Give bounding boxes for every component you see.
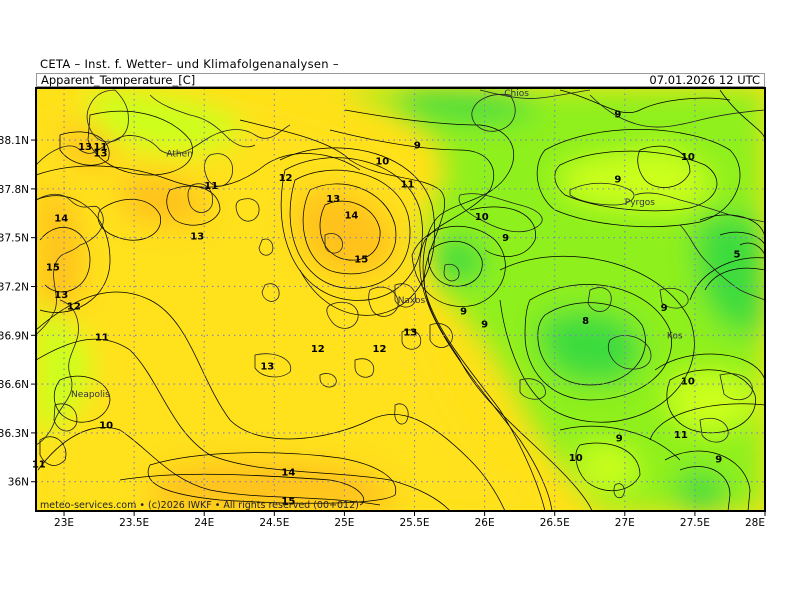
lat-tick-label: 37.5N	[0, 233, 29, 245]
contour-value-label: 13	[260, 362, 274, 373]
lat-tick-label: 36.6N	[0, 379, 29, 391]
contour-value-label: 11	[401, 179, 415, 190]
contour-value-label: 15	[46, 262, 60, 273]
lat-tick-label: 37.8N	[0, 184, 29, 196]
contour-value-label: 9	[614, 110, 621, 121]
variable-title: Apparent_Temperature_[C]	[41, 73, 196, 87]
lat-tick-label: 38.1N	[0, 135, 29, 147]
contour-value-label: 10	[375, 157, 389, 168]
contour-value-label: 13	[326, 194, 340, 205]
contour-value-label: 13	[54, 290, 68, 301]
lat-tick-label: 36.9N	[0, 330, 29, 342]
contour-value-label: 11	[204, 181, 218, 192]
lon-tick-label: 26.5E	[540, 517, 570, 529]
forecast-datetime: 07.01.2026 12 UTC	[649, 73, 760, 87]
isolines	[36, 89, 765, 511]
contour-value-label: 13	[403, 328, 417, 339]
lat-lon-grid	[36, 88, 765, 511]
contour-value-label: 8	[582, 316, 589, 327]
lon-tick-label: 27E	[615, 517, 635, 529]
contour-value-label: 10	[475, 212, 489, 223]
lon-tick-label: 24.5E	[259, 517, 289, 529]
contour-value-label: 14	[54, 214, 68, 225]
city-label: Chios	[504, 89, 529, 99]
contour-value-label: 9	[460, 306, 467, 317]
latitude-axis: 38.1N 37.8N 37.5N 37.2N 36.9N 36.6N 36.3N 36N	[0, 135, 36, 489]
contour-value-label: 15	[281, 497, 295, 508]
city-label: Naxos	[398, 296, 426, 306]
contour-value-label: 11	[94, 142, 108, 153]
city-label: Kos	[667, 332, 683, 342]
contour-value-label: 13	[94, 149, 108, 160]
contour-value-label: 13	[78, 142, 92, 153]
contour-value-label: 9	[614, 175, 621, 186]
city-labels: Athen Chios Pyrgos Naxos Kos Neapolis	[71, 89, 683, 400]
city-label: Neapolis	[71, 390, 110, 400]
lon-tick-label: 23E	[54, 517, 74, 529]
contour-value-label: 9	[661, 303, 668, 314]
lat-tick-label: 36.3N	[0, 428, 29, 440]
city-label: Pyrgos	[625, 198, 656, 208]
lon-tick-label: 25.5E	[400, 517, 430, 529]
title-bar: Apparent_Temperature_[C] 07.01.2026 12 U…	[36, 73, 765, 87]
contour-value-label: 9	[502, 233, 509, 244]
lat-tick-label: 36N	[8, 477, 29, 489]
contour-value-label: 15	[354, 254, 368, 265]
contour-value-label: 10	[569, 453, 583, 464]
lon-tick-label: 24E	[194, 517, 214, 529]
contour-value-label: 5	[733, 249, 740, 260]
source-header: CETA – Inst. f. Wetter– und Klimafolgena…	[40, 57, 339, 71]
lon-tick-label: 26E	[475, 517, 495, 529]
lon-tick-label: 25E	[334, 517, 354, 529]
lat-tick-label: 37.2N	[0, 281, 29, 293]
contour-value-label: 11	[674, 430, 688, 441]
city-label: Athen	[166, 149, 192, 159]
contour-value-label: 14	[344, 210, 358, 221]
contour-value-label: 11	[32, 459, 46, 470]
contour-value-label: 12	[311, 344, 325, 355]
copyright-footer: meteo-services.com • (c)2026 IWKF • All …	[40, 500, 359, 511]
longitude-axis: 23E 23.5E 24E 24.5E 25E 25.5E 26E 26.5E 27E 27.5E…	[54, 511, 766, 529]
contour-value-label: 9	[616, 433, 623, 444]
contour-value-label: 12	[279, 173, 293, 184]
contour-value-label: 12	[373, 344, 387, 355]
contour-value-label: 12	[67, 302, 81, 313]
contour-value-label: 10	[681, 152, 695, 163]
lon-tick-label: 23.5E	[119, 517, 149, 529]
coastlines	[36, 89, 765, 499]
map-frame	[35, 87, 766, 512]
contour-value-label: 10	[99, 420, 113, 431]
contour-value-label: 13	[190, 232, 204, 243]
contour-value-label: 11	[95, 332, 109, 343]
contour-value-label: 10	[681, 376, 695, 387]
contour-value-label: 14	[281, 467, 295, 478]
map-area	[36, 88, 765, 511]
contour-value-label: 9	[715, 454, 722, 465]
lon-tick-label: 27.5E	[680, 517, 710, 529]
lon-tick-label: 28E	[745, 517, 765, 529]
contour-value-label: 9	[481, 319, 488, 330]
contour-value-label: 9	[414, 140, 421, 151]
